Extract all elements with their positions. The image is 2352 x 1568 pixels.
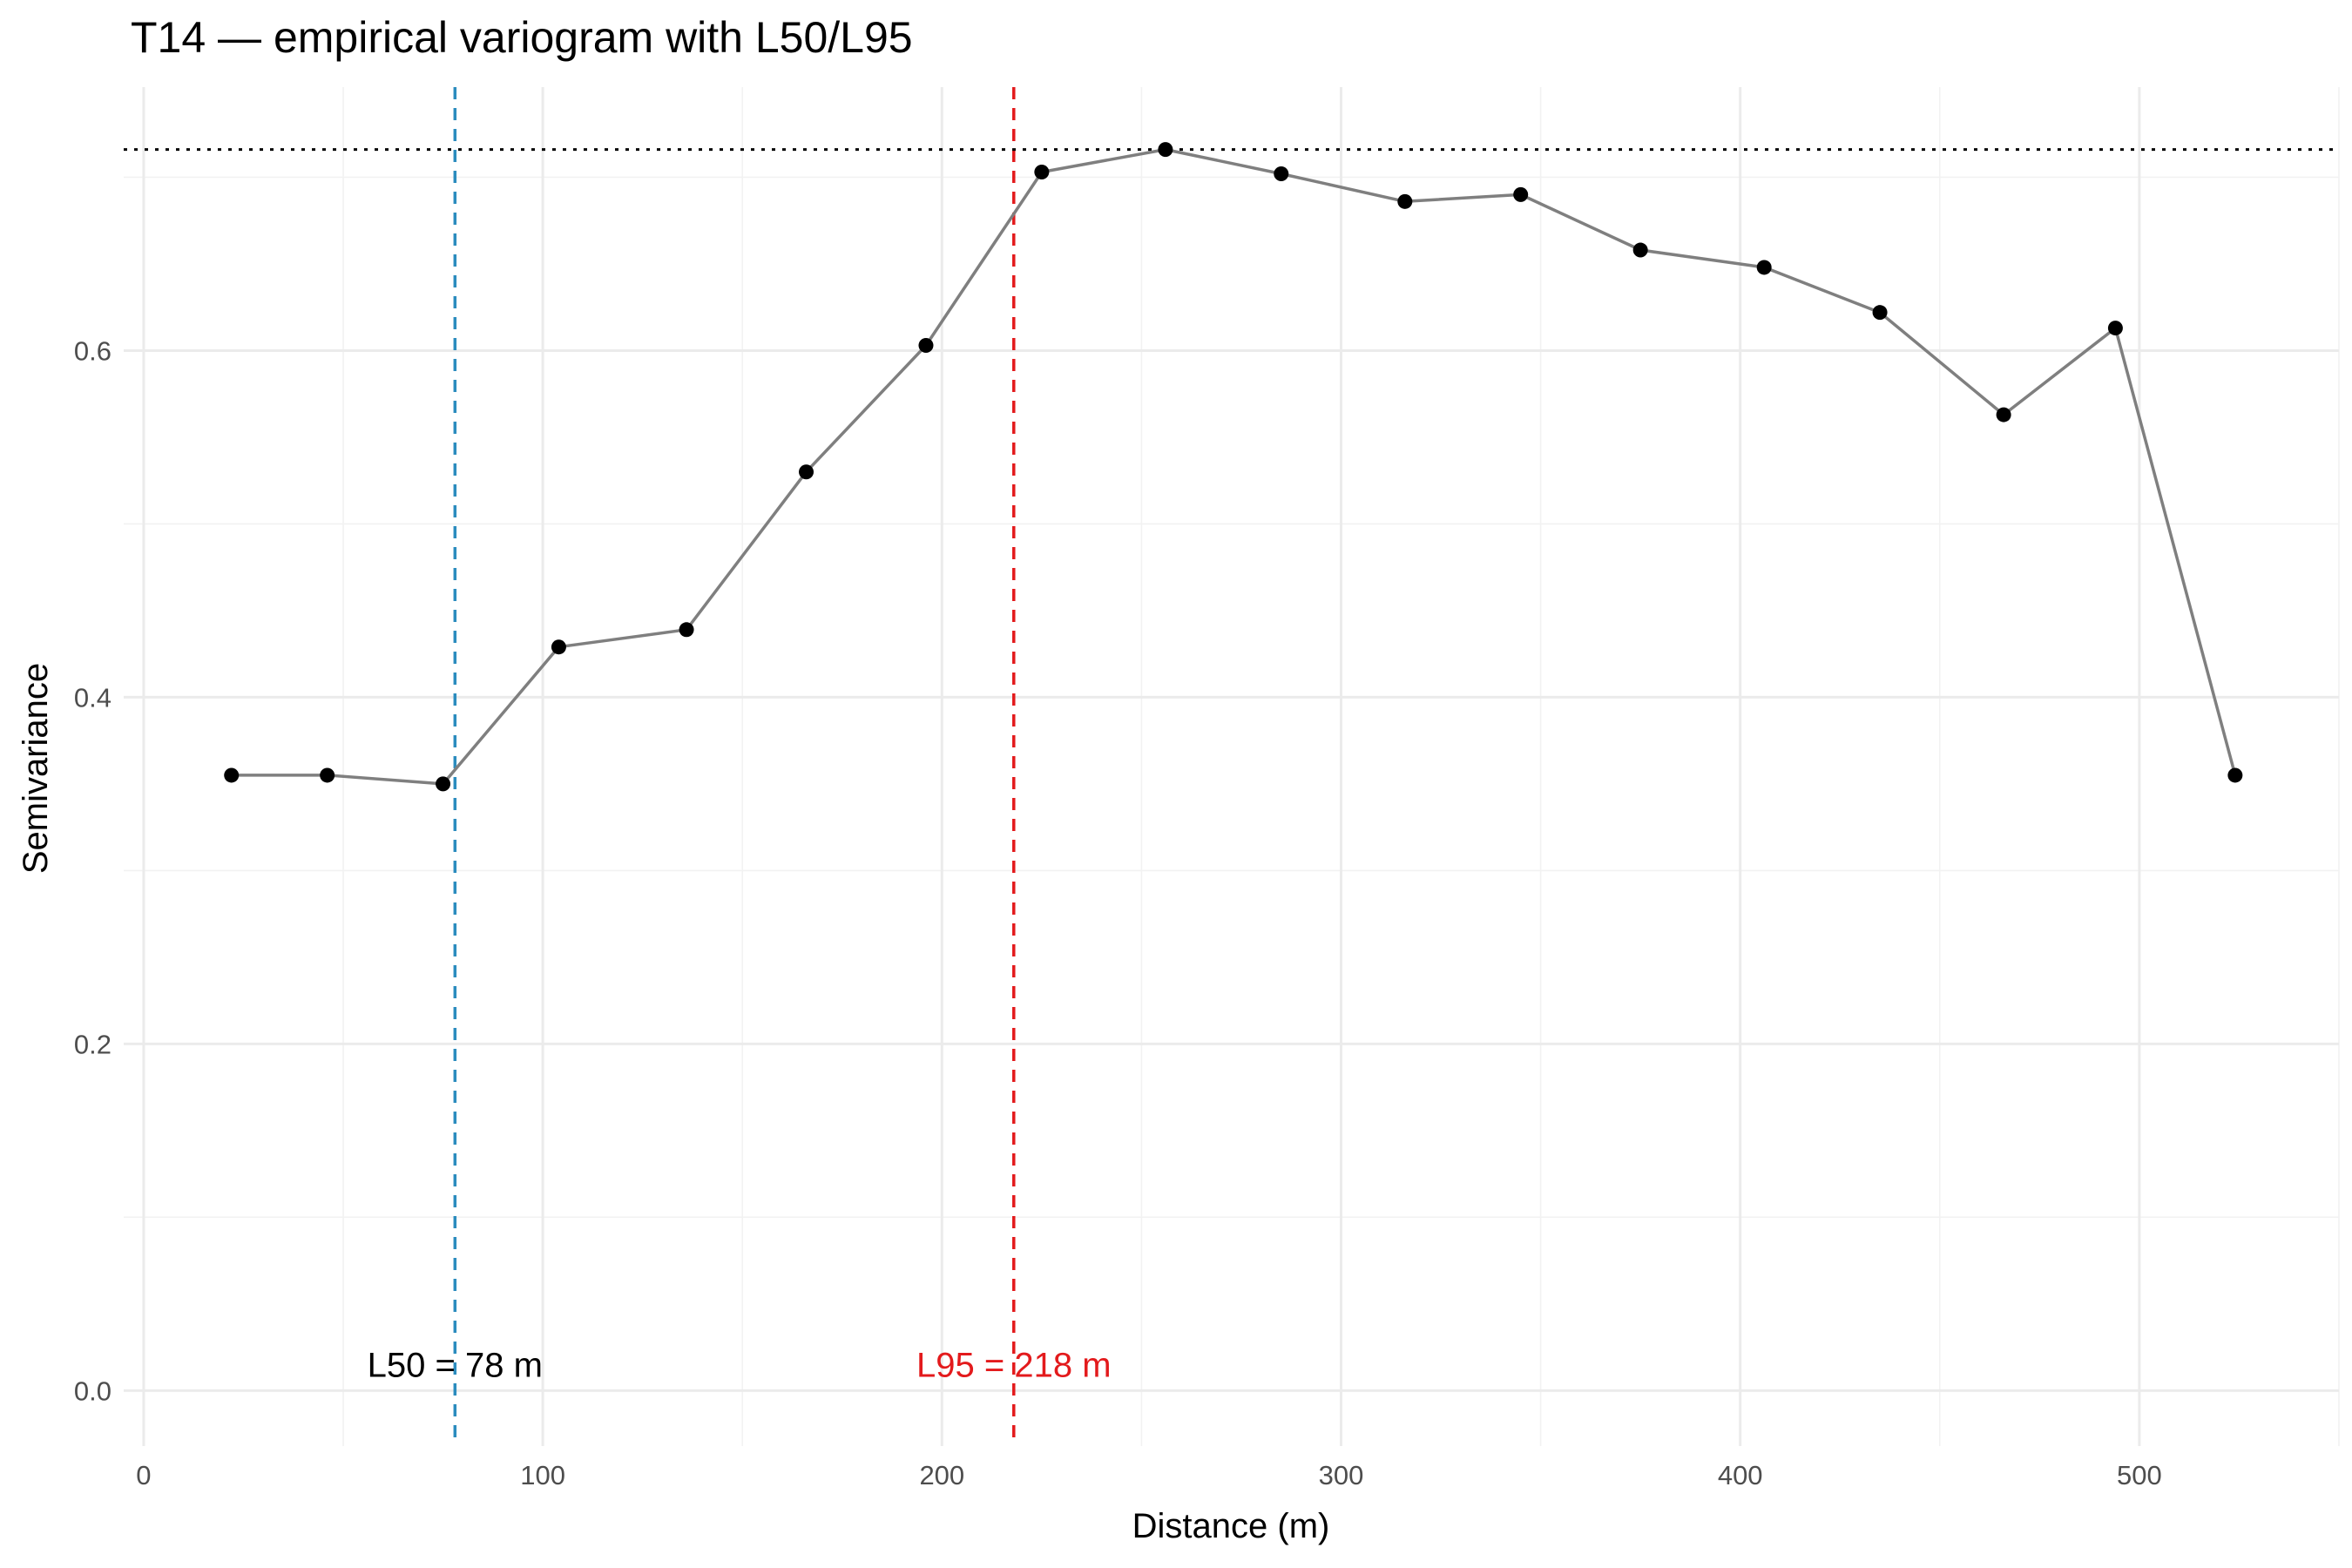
data-point	[2227, 767, 2243, 783]
x-tick-label: 500	[2117, 1460, 2162, 1490]
data-point	[1632, 242, 1648, 258]
data-point	[1756, 260, 1772, 275]
y-axis-title: Semivariance	[17, 663, 55, 874]
data-point	[1513, 186, 1529, 202]
data-point	[2107, 321, 2123, 336]
series-layer	[224, 142, 2243, 792]
y-tick-label: 0.0	[74, 1375, 112, 1406]
x-tick-label: 0	[136, 1460, 151, 1490]
data-point	[436, 776, 451, 792]
major-gridlines	[124, 87, 2339, 1446]
series-line	[231, 147, 2237, 786]
data-point	[1872, 305, 1888, 321]
minor-gridlines	[124, 87, 2340, 1446]
data-point	[679, 622, 694, 638]
y-tick-label: 0.4	[74, 682, 112, 713]
data-point	[1034, 165, 1050, 179]
y-tick-label: 0.6	[74, 335, 112, 366]
x-axis-title: Distance (m)	[1132, 1507, 1330, 1545]
data-point	[918, 337, 934, 353]
data-point	[320, 767, 335, 783]
tick-labels: 0 100 200 300 400 500 0.0 0.2 0.4 0.6	[74, 335, 2162, 1490]
chart-title: T14 — empirical variogram with L50/L95	[131, 13, 913, 62]
x-tick-label: 100	[520, 1460, 565, 1490]
data-point	[224, 767, 240, 783]
annotation-label: L95 = 218 m	[916, 1346, 1112, 1384]
x-tick-label: 300	[1319, 1460, 1364, 1490]
reference-lines	[124, 87, 2339, 1446]
data-point	[799, 464, 814, 480]
annotations: L50 = 78 m L95 = 218 m	[368, 1346, 1112, 1384]
y-tick-label: 0.2	[74, 1029, 112, 1059]
data-point	[1158, 142, 1173, 158]
data-point	[1996, 407, 2011, 422]
x-tick-label: 400	[1718, 1460, 1763, 1490]
data-point	[1274, 166, 1289, 181]
annotation-label: L50 = 78 m	[368, 1346, 543, 1384]
data-point	[1397, 193, 1413, 209]
x-tick-label: 200	[919, 1460, 964, 1490]
data-point	[551, 639, 566, 655]
